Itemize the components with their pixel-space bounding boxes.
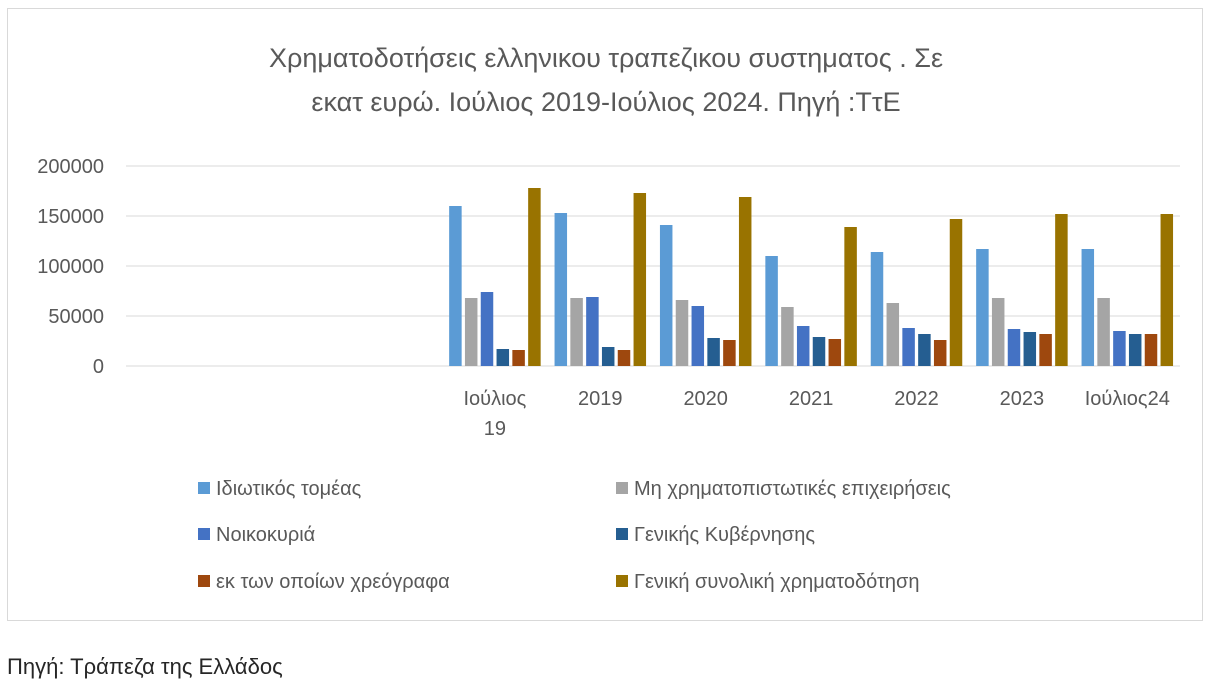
bar [1007,329,1021,366]
legend-item: Ιδιωτικός τομέας [198,478,362,500]
legend-label: εκ των οποίων χρεόγραφα [216,571,450,593]
bar [796,326,810,366]
bar [1128,334,1142,366]
bar [1160,214,1174,366]
bar [496,349,510,366]
bar [1023,332,1037,366]
legend-label: Γενική συνολική χρηματοδότηση [634,571,920,593]
legend-swatch [198,528,210,540]
bar [554,213,568,366]
legend-label: Ιδιωτικός τομέας [216,478,362,500]
x-tick-label: 19 [484,418,506,440]
legend-item: Γενική συνολική χρηματοδότηση [616,571,920,593]
bar [902,328,915,366]
legend-swatch [616,482,628,494]
bar [918,334,931,366]
chart-title: Χρηματοδοτήσεις ελληνικου τραπεζικου συσ… [269,43,943,117]
bar [449,206,462,366]
chart-title-line: εκατ ευρώ. Ιούλιος 2019-Ιούλιος 2024. Πη… [311,87,900,117]
legend-swatch [616,575,628,587]
legend-item: Μη χρηματοπιστωτικές επιχειρήσεις [616,478,951,500]
bar [886,303,900,366]
bar [480,292,494,366]
bar [1055,214,1068,366]
y-tick-label: 150000 [37,206,104,228]
legend-swatch [198,482,210,494]
bar [723,340,736,366]
legend-label: Μη χρηματοπιστωτικές επιχειρήσεις [634,478,951,500]
bar [991,298,1005,366]
x-tick-label: 2021 [789,388,834,410]
y-tick-label: 0 [93,356,104,378]
bar [528,188,541,366]
x-tick-label: Ιούλιος [463,388,526,410]
legend-item: Γενικής Κυβέρνησης [616,524,815,546]
bar [1081,249,1095,366]
bar [464,298,478,366]
bar [1144,334,1158,366]
bar [738,197,752,366]
legend-item: Νοικοκυριά [198,524,315,546]
legend-swatch [198,575,210,587]
legend-label: Γενικής Κυβέρνησης [634,524,815,546]
chart-svg: Χρηματοδοτήσεις ελληνικου τραπεζικου συσ… [37,43,1180,593]
bars [449,188,1174,366]
y-tick-label: 100000 [37,256,104,278]
bar [601,347,615,366]
bar [933,340,947,366]
y-tick-label: 200000 [37,156,104,178]
legend-swatch [616,528,628,540]
x-tick-label: Ιούλιος24 [1085,388,1170,410]
bar [691,306,705,366]
y-axis-ticks: 0 50000 100000 150000 200000 [37,156,104,378]
bar [781,307,794,366]
x-tick-label: 2020 [683,388,728,410]
bar [812,337,826,366]
bar [844,227,857,366]
x-tick-label: 2019 [578,388,623,410]
chart-frame: Χρηματοδοτήσεις ελληνικου τραπεζικου συσ… [7,8,1203,621]
bar [828,339,842,366]
x-tick-label: 2023 [1000,388,1045,410]
bar [870,252,884,366]
source-note: Πηγή: Τράπεζα της Ελλάδος [7,654,283,679]
bar [1113,331,1126,366]
x-tick-label: 2022 [894,388,939,410]
gridlines [126,165,1180,367]
bar [617,350,631,366]
bar [659,225,673,366]
bar [512,350,525,366]
bar [586,297,599,366]
bar [976,249,989,366]
legend: Ιδιωτικός τομέας Μη χρηματοπιστωτικές επι… [198,478,951,593]
chart-title-line: Χρηματοδοτήσεις ελληνικου τραπεζικου συσ… [269,43,943,73]
y-tick-label: 50000 [48,306,104,328]
bar [949,219,963,366]
bar [633,193,647,366]
legend-label: Νοικοκυριά [216,524,315,546]
bar [1097,298,1110,366]
bar [707,338,720,366]
bar [765,256,778,366]
bar [675,300,689,366]
bar [570,298,583,366]
x-axis-ticks: Ιούλιος 19 2019 2020 2021 2022 2023 Ιούλιος24 [463,388,1169,440]
bar [1039,334,1052,366]
legend-item: εκ των οποίων χρεόγραφα [198,571,450,593]
